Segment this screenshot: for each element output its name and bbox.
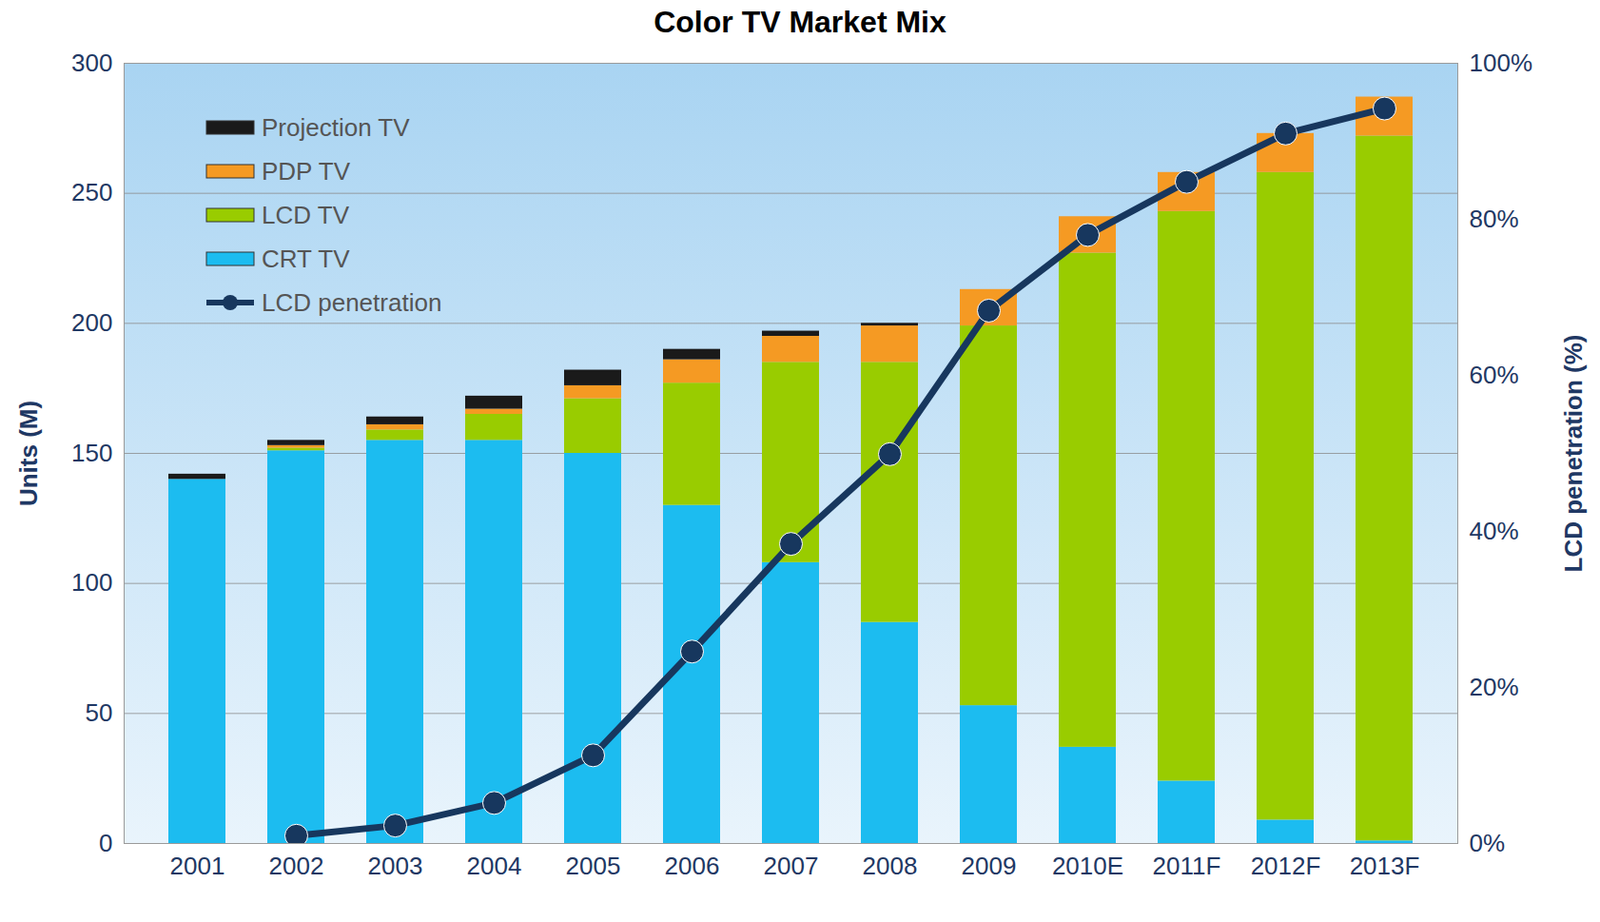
svg-text:2011F: 2011F (1152, 851, 1222, 880)
svg-text:2004: 2004 (467, 851, 523, 880)
svg-text:80%: 80% (1469, 204, 1520, 234)
html-text:Projection TV: Projection TV (261, 113, 410, 142)
svg-text:0%: 0% (1469, 828, 1506, 858)
svg-text:100%: 100% (1469, 48, 1534, 78)
svg-text:2007: 2007 (763, 851, 820, 880)
svg-text:2008: 2008 (862, 851, 918, 880)
svg-text:2009: 2009 (961, 851, 1017, 880)
svg-text:2002: 2002 (269, 851, 325, 880)
svg-text:50: 50 (85, 698, 114, 727)
svg-text:2005: 2005 (565, 851, 622, 880)
html-text:Color TV Market Mix: Color TV Market Mix (653, 4, 947, 40)
svg-text:2001: 2001 (170, 851, 226, 880)
svg-text:20%: 20% (1469, 672, 1520, 702)
svg-text:60%: 60% (1469, 360, 1520, 390)
svg-text:2006: 2006 (664, 851, 721, 880)
svg-text:250: 250 (71, 177, 113, 207)
svg-text:2010E: 2010E (1052, 851, 1124, 880)
svg-text:100: 100 (71, 567, 113, 597)
html-text:CRT TV: CRT TV (261, 244, 350, 274)
svg-text:200: 200 (71, 308, 113, 337)
svg-text:300: 300 (71, 48, 113, 78)
html-text:LCD penetration: LCD penetration (261, 288, 442, 317)
svg-text:LCD penetration (%): LCD penetration (%) (1559, 334, 1588, 573)
html-text:PDP TV: PDP TV (261, 156, 351, 186)
svg-text:150: 150 (71, 438, 113, 468)
html-text:LCD TV: LCD TV (261, 200, 350, 230)
svg-text:2012F: 2012F (1250, 851, 1322, 880)
svg-text:40%: 40% (1469, 516, 1520, 546)
svg-text:2013F: 2013F (1349, 851, 1421, 880)
svg-text:Units (M): Units (M) (14, 400, 43, 507)
svg-text:0: 0 (98, 828, 113, 858)
svg-text:2003: 2003 (368, 851, 424, 880)
